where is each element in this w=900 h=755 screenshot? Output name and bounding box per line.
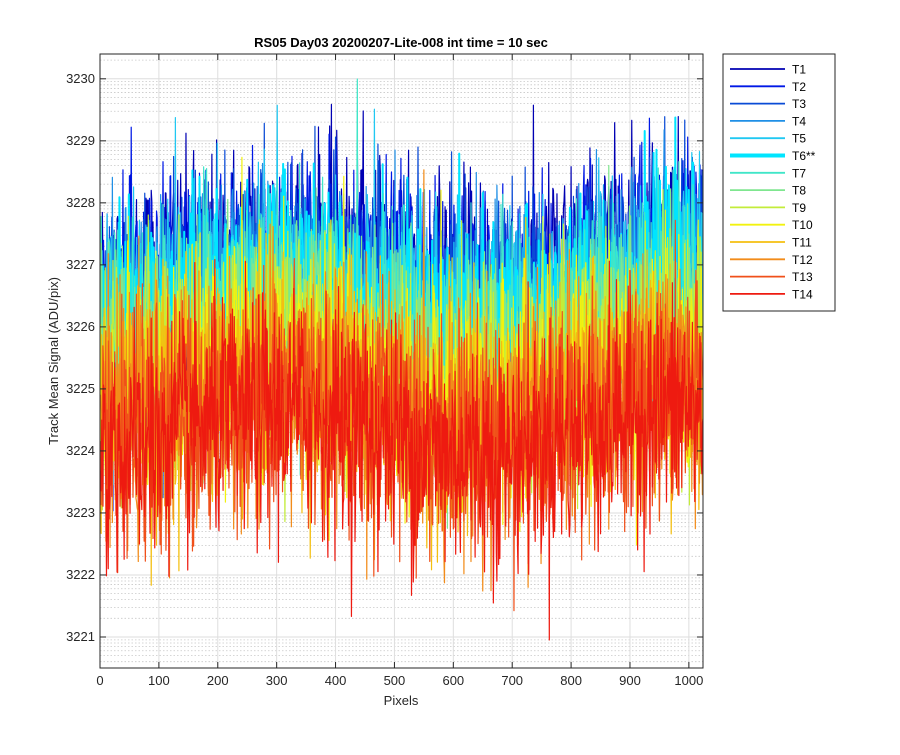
x-axis-label: Pixels — [384, 693, 419, 708]
legend-label: T14 — [792, 287, 813, 301]
legend-label: T1 — [792, 63, 806, 77]
x-tick-label: 400 — [325, 673, 347, 688]
legend-label: T7 — [792, 166, 806, 180]
y-tick-label: 3228 — [66, 195, 95, 210]
x-tick-label: 200 — [207, 673, 229, 688]
x-tick-label: 500 — [384, 673, 406, 688]
y-tick-label: 3225 — [66, 381, 95, 396]
x-tick-label: 1000 — [674, 673, 703, 688]
x-axis: 0 100 200 300 400 500 600 700 800 900 1000 — [96, 54, 703, 688]
legend-label: T2 — [792, 80, 806, 94]
y-tick-label: 3226 — [66, 319, 95, 334]
y-tick-label: 3223 — [66, 505, 95, 520]
x-tick-label: 600 — [442, 673, 464, 688]
legend-label: T3 — [792, 97, 806, 111]
legend-label: T9 — [792, 201, 806, 215]
chart-title: RS05 Day03 20200207-Lite-008 int time = … — [254, 35, 548, 50]
y-tick-label: 3230 — [66, 71, 95, 86]
y-axis-label: Track Mean Signal (ADU/pix) — [46, 277, 61, 445]
legend-box — [722, 53, 836, 312]
y-tick-label: 3227 — [66, 257, 95, 272]
series-layer — [100, 78, 703, 641]
legend-label: T13 — [792, 270, 813, 284]
plot-area-frame — [99, 53, 704, 669]
legend-label: T4 — [792, 114, 806, 128]
x-tick-label: 900 — [619, 673, 641, 688]
series-line-T14 — [100, 258, 703, 641]
legend-label: T11 — [792, 236, 812, 250]
legend-label: T12 — [792, 253, 813, 267]
x-tick-label: 0 — [96, 673, 103, 688]
y-tick-label: 3222 — [66, 567, 95, 582]
legend-label: T6** — [792, 149, 816, 163]
legend-label: T10 — [792, 218, 813, 232]
y-tick-label: 3221 — [66, 629, 95, 644]
y-axis: 3221 3222 3223 3224 3225 3226 3227 3228 3229 3230 — [66, 71, 703, 644]
y-tick-label: 3224 — [66, 443, 95, 458]
x-tick-label: 300 — [266, 673, 288, 688]
x-tick-label: 800 — [560, 673, 582, 688]
legend-label: T5 — [792, 132, 806, 146]
x-tick-label: 700 — [501, 673, 523, 688]
x-tick-label: 100 — [148, 673, 170, 688]
y-tick-label: 3229 — [66, 133, 95, 148]
legend-label: T8 — [792, 184, 806, 198]
legend: T1 T2 T3 T4 T5 T6** T7 T8 T9 T10 T11 T12 T13 T14 — [722, 53, 836, 312]
